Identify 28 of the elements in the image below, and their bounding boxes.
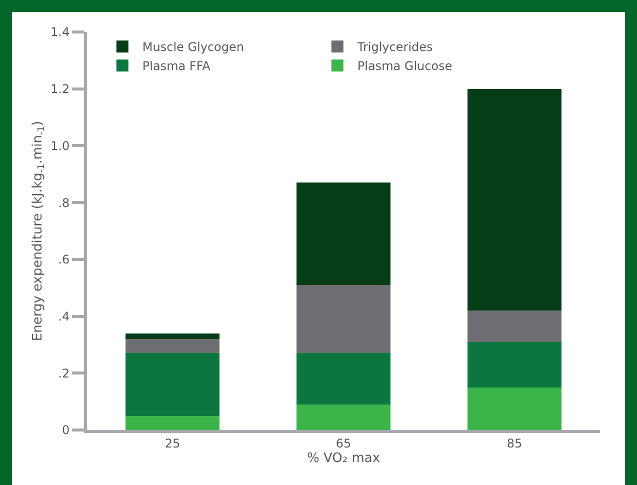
legend-label: Muscle Glycogen <box>142 40 244 54</box>
bar <box>467 88 562 311</box>
bar <box>296 353 391 404</box>
x-tick-label: 25 <box>164 436 180 450</box>
legend-label: Plasma Glucose <box>357 59 452 74</box>
x-tick-label: 65 <box>336 436 352 450</box>
bar <box>467 387 562 430</box>
x-tick-label: 85 <box>506 436 522 450</box>
bar <box>125 339 220 354</box>
bar <box>125 416 220 430</box>
bar <box>125 333 220 340</box>
legend-label: Plasma FFA <box>142 59 212 74</box>
bar <box>125 353 220 416</box>
bar <box>296 404 391 430</box>
bar <box>467 342 562 388</box>
y-tick-label: 0 <box>62 423 70 438</box>
bar <box>467 310 562 342</box>
y-tick-label: 1.2 <box>50 82 70 96</box>
y-tick-label: .8 <box>58 196 70 210</box>
y-tick-label: 1.0 <box>50 138 70 153</box>
x-axis-title: % VO₂ max <box>306 451 380 466</box>
y-tick-label: 1.4 <box>50 25 70 40</box>
bar <box>296 182 391 286</box>
y-tick-label: .2 <box>58 366 70 380</box>
y-tick-label: .6 <box>58 252 70 267</box>
y-tick-label: .4 <box>58 309 70 324</box>
bar <box>296 285 391 354</box>
legend-label: Triglycerides <box>356 40 433 54</box>
